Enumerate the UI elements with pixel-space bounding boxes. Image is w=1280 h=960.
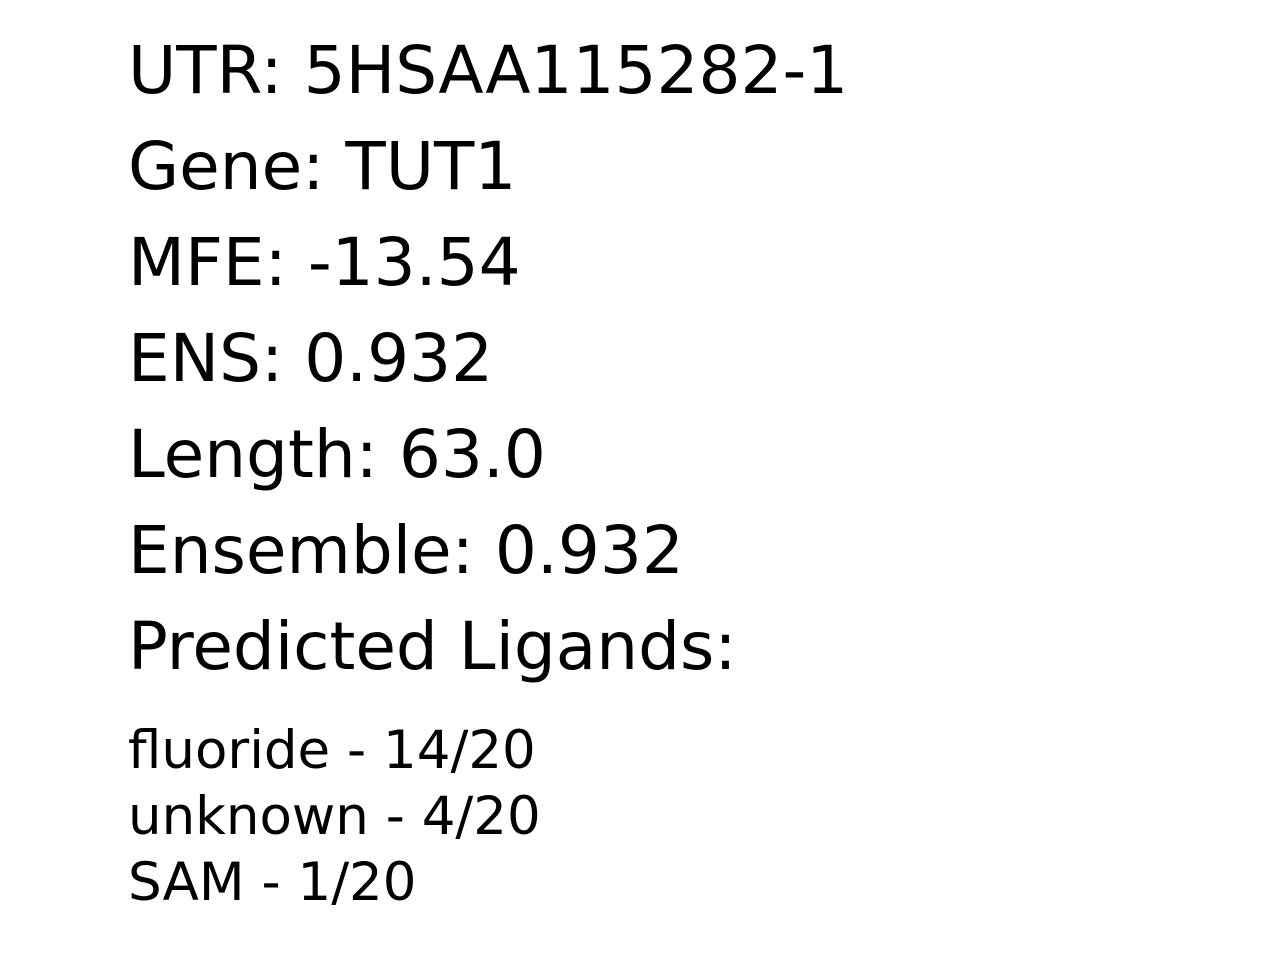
ligand-separator: - [347,720,367,781]
ligand-list-item: fluoride - 14/20 [128,724,536,777]
ligand-separator: - [385,786,405,847]
mfe-field: MFE: -13.54 [128,230,521,296]
length-label: Length: [128,416,378,493]
ensemble-field: Ensemble: 0.932 [128,518,684,584]
mfe-label: MFE: [128,224,287,301]
ligand-list-item: SAM - 1/20 [128,856,417,909]
ligand-name: unknown [128,786,369,847]
utr-info-panel: UTR: 5HSAA115282-1 Gene: TUT1 MFE: -13.5… [128,0,1228,960]
gene-value: TUT1 [345,128,517,205]
gene-field: Gene: TUT1 [128,134,516,200]
ens-value: 0.932 [304,320,494,397]
ensemble-value: 0.932 [494,512,684,589]
ligand-score: 4/20 [421,786,541,847]
utr-value: 5HSAA115282-1 [303,32,849,109]
ligand-separator: - [261,852,281,913]
ligand-score: 14/20 [383,720,536,781]
length-field: Length: 63.0 [128,422,546,488]
ligand-name: fluoride [128,720,331,781]
ligand-score: 1/20 [297,852,417,913]
predicted-ligands-heading: Predicted Ligands: [128,608,737,685]
utr-label: UTR: [128,32,283,109]
ligand-name: SAM [128,852,245,913]
ensemble-label: Ensemble: [128,512,474,589]
ens-label: ENS: [128,320,284,397]
mfe-value: -13.54 [307,224,521,301]
ens-field: ENS: 0.932 [128,326,493,392]
utr-field: UTR: 5HSAA115282-1 [128,38,848,104]
ligand-list-item: unknown - 4/20 [128,790,541,843]
length-value: 63.0 [398,416,546,493]
gene-label: Gene: [128,128,325,205]
